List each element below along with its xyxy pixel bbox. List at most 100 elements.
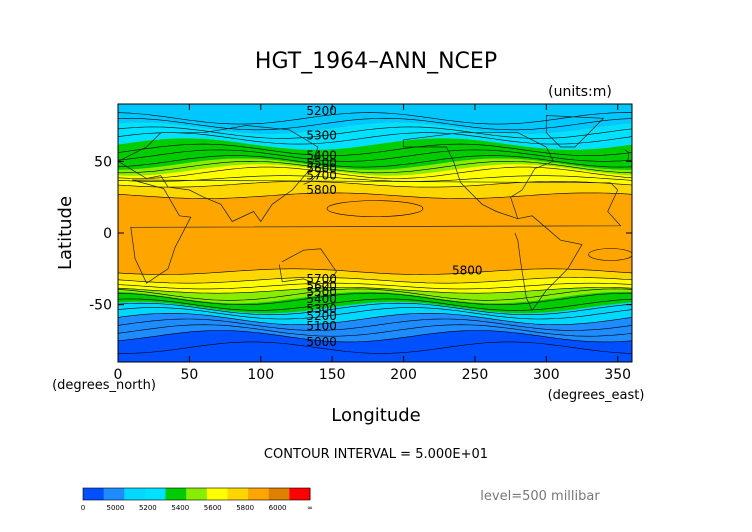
contour-line: [118, 155, 632, 168]
coastline: [624, 149, 630, 162]
contour-label: 5800: [452, 263, 483, 277]
colorbar-label: ∞: [307, 504, 313, 512]
contour-line: [118, 318, 632, 331]
contour-band: [118, 277, 632, 294]
coastline: [514, 215, 583, 312]
x-tick-label: 200: [390, 367, 417, 383]
contour-interval-label: CONTOUR INTERVAL = 5.000E+01: [264, 447, 488, 462]
contour-line: [118, 175, 632, 182]
field-layer: [118, 104, 632, 362]
colorbar-swatch: [186, 488, 208, 500]
colorbar-label: 5200: [139, 504, 157, 512]
contour-band: [118, 268, 632, 284]
x-tick-label: 300: [533, 367, 560, 383]
contour-line: [118, 287, 632, 294]
colorbar-label: 5800: [236, 504, 254, 512]
contour-band: [118, 158, 632, 176]
colorbar-swatch: [227, 488, 249, 500]
contour-label: 5600: [306, 162, 337, 176]
contour-band: [118, 104, 632, 135]
contour-line: [118, 288, 632, 301]
coastline: [130, 179, 622, 284]
colorbar-label: 6000: [269, 504, 287, 512]
contour-band: [118, 181, 632, 199]
y-tick-label: 50: [94, 154, 112, 170]
contour-band: [118, 164, 632, 188]
colorbar-swatch: [124, 488, 146, 500]
contour-line: [118, 160, 632, 174]
colorbar-swatch: [206, 488, 228, 500]
coastline: [545, 115, 605, 148]
colorbar-label: 5000: [107, 504, 125, 512]
contour-label: 5400: [306, 292, 337, 306]
contour-label: 5200: [306, 104, 337, 118]
colorbar-swatch: [289, 488, 311, 500]
contour-line: [118, 181, 632, 188]
contour-line: [118, 330, 632, 343]
coastline: [118, 125, 319, 223]
x-tick-label: 250: [462, 367, 489, 383]
contour-label: 5700: [306, 169, 337, 183]
contour-line: [326, 200, 424, 217]
contour-line: [118, 277, 632, 284]
contour-band: [118, 138, 632, 170]
contour-label: 5500: [306, 156, 337, 170]
chart-title: HGT_1964–ANN_NCEP: [255, 49, 497, 74]
contour-band: [118, 122, 632, 150]
colorbar-label: 5600: [204, 504, 222, 512]
contour-label: 5600: [306, 279, 337, 293]
x-tick-label: 0: [114, 367, 123, 383]
contour-band: [118, 291, 632, 314]
y-axis-label: Latitude: [55, 196, 76, 270]
colorbar-swatch: [103, 488, 125, 500]
x-tick-label: 50: [180, 367, 198, 383]
contour-line: [118, 324, 632, 337]
x-tick-label: 100: [247, 367, 274, 383]
x-tick-label: 150: [319, 367, 346, 383]
contour-label: 5100: [306, 319, 337, 333]
contour-line: [118, 149, 632, 162]
contour-line: [118, 282, 632, 290]
contour-line: [118, 298, 632, 311]
x-tick-label: 350: [604, 367, 631, 383]
colorbar-label: 0: [81, 504, 85, 512]
colorbar-swatch: [83, 488, 105, 500]
x-unit-label: (degrees_east): [548, 388, 645, 403]
contour-line: [118, 132, 632, 145]
contour-label: 5000: [306, 335, 337, 349]
contour-label: 5700: [306, 272, 337, 286]
contour-label: 5800: [306, 183, 337, 197]
colorbar-swatch: [144, 488, 167, 500]
contour-line: [118, 341, 632, 354]
colorbar-label: 5400: [171, 504, 189, 512]
contour-line: [118, 307, 632, 320]
contour-line: [118, 126, 632, 139]
coastline: [303, 169, 326, 185]
y-tick-label: 0: [103, 226, 112, 242]
colorbar-swatch: [248, 488, 270, 500]
contour-line: [118, 302, 632, 315]
contour-line: [118, 292, 632, 306]
y-tick-label: -50: [89, 298, 112, 314]
colorbar-swatch: [268, 488, 290, 500]
contour-label: 5200: [306, 309, 337, 323]
contour-line: [118, 313, 632, 325]
level-label: level=500 millibar: [480, 489, 600, 504]
contour-band: [118, 301, 632, 325]
colorbar: 0 5000 5200 5400 5600 5800 6000 ∞: [81, 487, 313, 512]
units-label: (units:m): [548, 84, 612, 100]
x-axis-label: Longitude: [331, 405, 421, 426]
contour-label: 5400: [306, 149, 337, 163]
coastline: [403, 132, 554, 220]
y-unit-label: (degrees_north): [52, 378, 156, 393]
contour-band: [118, 287, 632, 304]
plot-area: 5200530054005500560057005800580057005600…: [89, 103, 633, 383]
coastline: [278, 248, 337, 288]
contour-label: 5500: [306, 285, 337, 299]
contour-label: 5300: [306, 302, 337, 316]
contour-line: [118, 143, 632, 156]
contour-band: [118, 330, 632, 362]
contour-line: [588, 248, 632, 261]
contour-band: [118, 313, 632, 342]
